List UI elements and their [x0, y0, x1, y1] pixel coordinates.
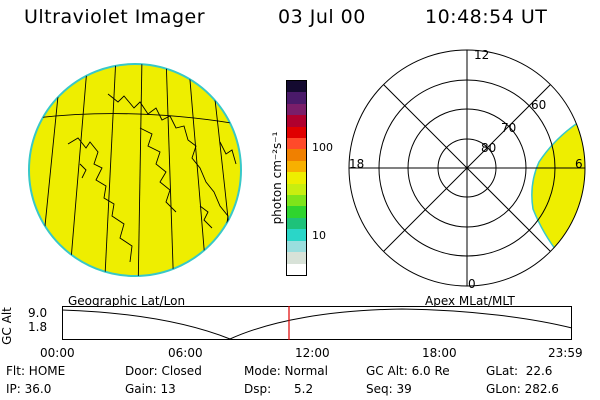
info-dsp: Dsp: 5.2 — [244, 382, 314, 396]
info-door: Door: Closed — [125, 364, 202, 378]
colorbar-segment — [287, 126, 306, 139]
polar-mlat-mlt-panel[interactable]: 12 18 6 0 60 70 80 — [343, 44, 593, 294]
longitude-line — [137, 64, 143, 276]
mlt-diagonal — [383, 84, 551, 252]
info-ip: IP: 36.0 — [6, 382, 52, 396]
timeline-frame — [62, 306, 572, 340]
info-glon: GLon: 282.6 — [486, 382, 559, 396]
timeline-xtick-1800: 18:00 — [422, 346, 457, 360]
longitude-line — [165, 64, 175, 276]
geographic-image-panel[interactable] — [20, 56, 260, 296]
colorbar-segment — [287, 229, 306, 241]
intensity-color-bar — [286, 80, 307, 276]
info-glat: GLat: 22.6 — [486, 364, 553, 378]
mlt-label-0: 0 — [468, 277, 476, 291]
colorbar-unit-label: photon cm⁻²s⁻¹ — [270, 131, 284, 225]
colorbar-segment — [287, 172, 306, 184]
colorbar-segment — [287, 149, 306, 161]
uv-image-disc — [28, 63, 242, 277]
info-gc-alt: GC Alt: 6.0 Re — [366, 364, 450, 378]
colorbar-segment — [287, 81, 306, 93]
colorbar-segment — [287, 115, 306, 127]
mlt-label-18: 18 — [349, 157, 364, 171]
colorbar-segment — [287, 103, 306, 116]
mlt-label-6: 6 — [575, 157, 583, 171]
timeline-ytick-high: 9.0 — [28, 306, 48, 320]
timeline-xtick-0600: 06:00 — [168, 346, 203, 360]
info-mode: Mode: Normal — [244, 364, 328, 378]
info-flight: Flt: HOME — [6, 364, 66, 378]
geo-panel-caption: Geographic Lat/Lon — [68, 294, 186, 308]
colorbar-segment — [287, 160, 306, 173]
mlt-label-12: 12 — [474, 48, 489, 62]
colorbar-segment — [287, 92, 306, 104]
colorbar-segment — [287, 217, 306, 230]
info-seq: Seq: 39 — [366, 382, 412, 396]
colorbar-segment — [287, 263, 306, 275]
altitude-curve — [61, 308, 573, 340]
timeline-axis-label: GC Alt — [0, 307, 14, 345]
latitude-line — [29, 113, 241, 129]
longitude-line — [103, 64, 117, 276]
timeline-xtick-2359: 23:59 — [548, 346, 583, 360]
polar-grid — [348, 49, 586, 287]
observation-date: 03 Jul 00 — [278, 6, 366, 28]
lat-label-60: 60 — [531, 98, 546, 112]
colorbar-tick-100: 100 — [312, 141, 333, 154]
app-title: Ultraviolet Imager — [24, 6, 206, 28]
lat-label-80: 80 — [481, 141, 496, 155]
colorbar-segment — [287, 195, 306, 207]
altitude-timeline-plot[interactable] — [61, 306, 573, 340]
colorbar-segment — [287, 240, 306, 253]
observation-time: 10:48:54 UT — [425, 6, 548, 28]
coastline-outline — [67, 93, 237, 263]
colorbar-segment — [287, 183, 306, 196]
info-gain: Gain: 13 — [125, 382, 176, 396]
colorbar-tick-10: 10 — [312, 229, 326, 242]
timeline-xtick-0000: 00:00 — [40, 346, 75, 360]
colorbar-segment — [287, 138, 306, 150]
polar-panel-caption: Apex MLat/MLT — [425, 294, 515, 308]
lat-label-70: 70 — [501, 121, 516, 135]
timeline-ytick-low: 1.8 — [28, 320, 48, 334]
colorbar-segment — [287, 206, 306, 218]
timeline-xtick-1200: 12:00 — [295, 346, 330, 360]
colorbar-segment — [287, 252, 306, 264]
